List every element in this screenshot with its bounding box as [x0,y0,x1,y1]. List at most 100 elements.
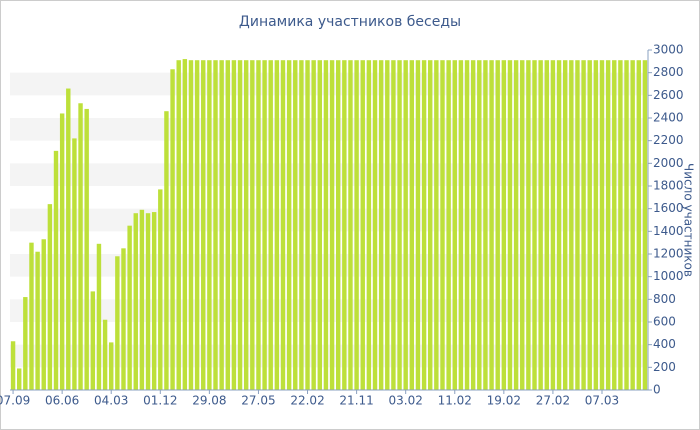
bar [495,60,500,390]
bar [342,60,347,390]
bar [538,60,543,390]
bar [182,59,188,391]
bar [624,60,629,390]
bar [372,60,378,390]
grid-stripe [10,344,648,368]
bar [10,341,16,390]
bar [305,60,310,390]
bar [385,60,390,390]
bar [329,60,335,390]
bar [268,60,273,390]
bar [434,60,439,390]
x-tick-label: 27.02 [536,394,570,408]
bar [219,60,224,390]
bar [194,60,200,390]
bar [605,60,611,390]
bar [139,209,145,390]
bar [642,60,648,390]
bar [323,60,329,390]
bar [145,213,151,390]
x-tick-label: 29.08 [192,394,226,408]
bar [507,60,513,390]
bar [397,60,402,390]
grid-stripe [10,72,648,96]
grid-stripe [10,208,648,232]
bar [274,60,280,390]
y-tick-label: 400 [653,337,676,351]
bar [115,256,120,390]
bar [176,60,181,390]
bar [90,291,96,390]
x-tick-label: 07.09 [0,394,30,408]
bar [78,103,83,391]
x-tick-label: 22.02 [290,394,324,408]
bar [428,60,433,390]
bar [532,60,537,390]
bar [489,60,494,390]
bar [470,60,476,390]
bar [378,60,384,390]
y-tick-label: 2800 [653,65,684,79]
bar [207,60,212,390]
bar [421,60,427,390]
bar [188,60,194,390]
y-axis-label: Число участников [682,163,696,277]
y-tick-label: 1400 [653,224,684,238]
bar [170,69,175,391]
bar [544,60,549,390]
bar [415,60,421,390]
grid-stripe [10,118,648,141]
bar [299,60,304,390]
bar [164,111,169,390]
y-tick-label: 200 [653,360,676,374]
x-tick-label: 03.02 [389,394,423,408]
x-tick-label: 01.12 [143,394,177,408]
grid-stripe [10,299,648,322]
y-tick-label: 1600 [653,201,684,215]
bar [581,60,586,390]
bar [317,60,323,390]
y-tick-label: 600 [653,315,676,329]
bar [243,60,249,390]
bar [618,60,623,390]
bar [23,297,28,390]
y-tick-label: 2000 [653,156,684,170]
bar [311,60,316,390]
bar [562,60,568,390]
x-tick-label: 06.06 [45,394,79,408]
bar [293,60,298,390]
grid-stripe [10,254,648,277]
bar [41,239,46,390]
bar [121,248,126,390]
bar [72,138,77,390]
y-tick-label: 1800 [653,179,684,193]
bar [66,88,71,391]
bar [599,60,605,390]
bar [84,108,89,390]
y-tick-label: 1200 [653,247,684,261]
x-tick-label: 11.02 [438,394,472,408]
bar [53,150,59,390]
bar [587,60,592,390]
bar [593,60,599,390]
bar [213,60,218,390]
bar [102,319,108,390]
bar [464,60,470,390]
y-tick-label: 2200 [653,133,684,147]
y-tick-label: 2600 [653,88,684,102]
x-tick-label: 07.03 [585,394,619,408]
bar [250,60,255,390]
bar [231,60,237,390]
bar [391,60,396,390]
bar [526,60,531,390]
bar [556,60,562,390]
bar [569,60,574,390]
bar [286,60,292,390]
bar [151,212,157,390]
bar [409,60,415,390]
bar [360,60,365,390]
y-tick-label: 800 [653,292,676,306]
bar [201,60,206,390]
y-tick-label: 3000 [653,43,684,57]
